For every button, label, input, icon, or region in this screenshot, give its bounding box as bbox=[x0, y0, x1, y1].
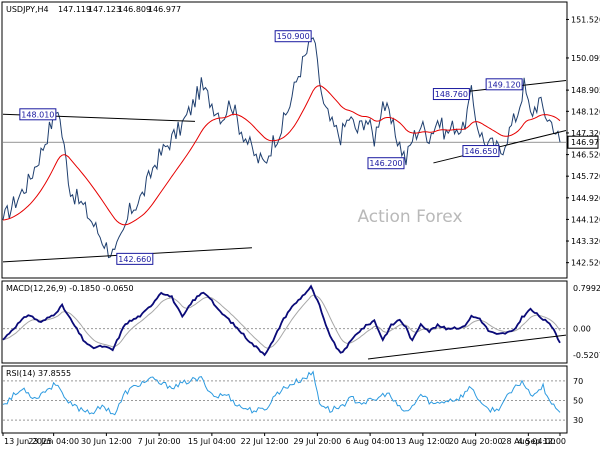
price-level-label: 146.200 bbox=[369, 159, 402, 168]
price-level-label: 146.650 bbox=[464, 147, 497, 156]
macd-title: MACD(12,26,9) -0.1850 -0.0650 bbox=[6, 284, 134, 293]
time-axis-label: 23 Jun 04:00 bbox=[28, 437, 79, 446]
price-level-label-box bbox=[274, 30, 312, 43]
macd-axis-tick-label: 0.7992 bbox=[573, 284, 600, 293]
time-axis-label: 30 Jun 12:00 bbox=[81, 437, 132, 446]
rsi-axis-tick-label: 30 bbox=[573, 416, 583, 425]
price-level-label-box bbox=[367, 157, 405, 170]
ohlc-low: 146.809 bbox=[118, 5, 151, 14]
ohlc-high: 147.123 bbox=[88, 5, 121, 14]
rsi-line bbox=[2, 370, 561, 416]
current-price-box bbox=[567, 135, 599, 149]
price-axis-tick-label: 148.120 bbox=[571, 107, 600, 116]
price-axis-tick-label: 151.520 bbox=[571, 15, 600, 24]
price-level-label: 149.120 bbox=[488, 80, 521, 89]
price-level-label-box bbox=[116, 252, 154, 265]
price-panel-frame bbox=[1, 1, 568, 279]
rsi-panel-frame bbox=[1, 365, 568, 434]
price-axis-tick-label: 144.920 bbox=[571, 194, 600, 203]
trendline bbox=[433, 130, 567, 164]
trendline bbox=[367, 334, 567, 360]
price-line bbox=[2, 37, 561, 259]
price-level-label-box bbox=[462, 145, 500, 158]
price-axis-tick-label: 145.720 bbox=[571, 172, 600, 181]
price-level-label-box bbox=[485, 78, 523, 91]
rsi-axis-tick-label: 50 bbox=[573, 397, 583, 406]
ohlc-open: 147.119 bbox=[58, 5, 91, 14]
rsi-axis-tick-label: 70 bbox=[573, 377, 583, 386]
current-price-label: 146.977 bbox=[571, 138, 600, 147]
price-axis-tick-label: 150.095 bbox=[571, 54, 600, 63]
watermark-text: Action Forex bbox=[357, 207, 462, 227]
price-axis-tick-label: 143.320 bbox=[571, 237, 600, 246]
time-axis-label: 22 Jul 12:00 bbox=[241, 437, 289, 446]
time-axis-label: 15 Jul 04:00 bbox=[188, 437, 236, 446]
price-level-label-box bbox=[432, 88, 470, 101]
price-axis-tick-label: 144.120 bbox=[571, 215, 600, 224]
price-axis-tick-label: 142.520 bbox=[571, 259, 600, 268]
price-level-label: 150.900 bbox=[277, 32, 310, 41]
price-level-label: 148.010 bbox=[21, 110, 54, 119]
macd-panel-frame bbox=[1, 280, 568, 364]
time-axis-label: 4 Sep 12:00 bbox=[518, 437, 566, 446]
time-axis-label: 13 Jun 2025 bbox=[4, 437, 52, 446]
symbol-title: USDJPY,H4 bbox=[6, 5, 49, 14]
ohlc-close: 146.977 bbox=[148, 5, 181, 14]
time-axis-label: 28 Aug 04:00 bbox=[501, 437, 555, 446]
price-level-label-box bbox=[19, 108, 57, 121]
rsi-title: RSI(14) 37.8555 bbox=[6, 369, 71, 378]
time-axis-label: 6 Aug 04:00 bbox=[346, 437, 395, 446]
macd-signal-line bbox=[2, 294, 561, 349]
price-axis-tick-label: 147.320 bbox=[571, 129, 600, 138]
moving-average-line bbox=[2, 85, 561, 226]
time-axis-label: 20 Aug 20:00 bbox=[449, 437, 503, 446]
price-axis-tick-label: 146.520 bbox=[571, 151, 600, 160]
price-level-label: 148.760 bbox=[435, 90, 468, 99]
time-axis-label: 29 Jul 20:00 bbox=[293, 437, 341, 446]
time-axis-label: 7 Jul 20:00 bbox=[138, 437, 181, 446]
macd-axis-tick-label: 0.00 bbox=[573, 325, 591, 334]
macd-line bbox=[2, 284, 561, 357]
price-axis-tick-label: 148.905 bbox=[571, 86, 600, 95]
price-level-label: 142.660 bbox=[118, 255, 151, 264]
time-axis-label: 13 Aug 12:00 bbox=[396, 437, 450, 446]
